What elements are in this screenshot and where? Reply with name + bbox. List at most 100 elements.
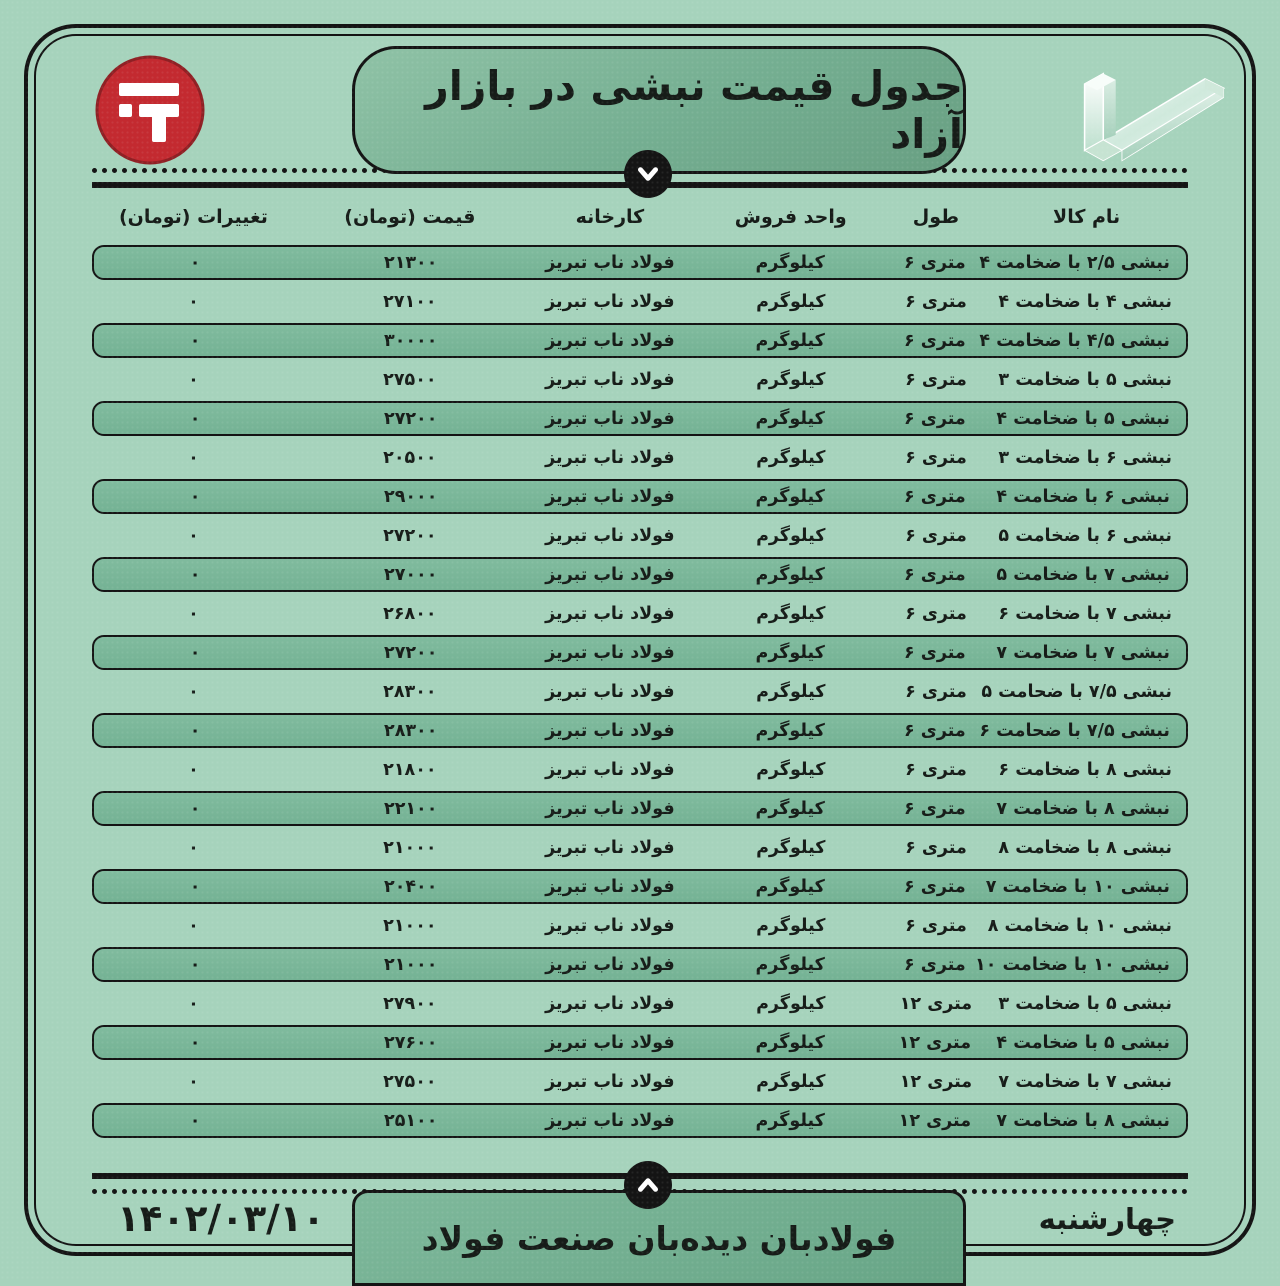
cell-change: ۰ [189,564,201,585]
table-row: نبشی ۶ با ضخامت ۴ متری ۶ کیلوگرم فولاد ن… [92,479,1188,514]
cell-factory: فولاد ناب تبریز [545,1071,675,1092]
cell-price: ۲۷۹۰۰ [383,993,437,1014]
cell-product-name: نبشی ۷/۵ با ضحامت ۶ [979,720,1170,741]
cell-product-name: نبشی ۱۰ با ضخامت ۸ [987,915,1172,936]
table-row: نبشی ۱۰ با ضخامت ۱۰ متری ۶ کیلوگرم فولاد… [92,947,1188,982]
cell-product-name: نبشی ۱۰ با ضخامت ۷ [985,876,1170,897]
cell-price: ۲۲۱۰۰ [384,798,438,819]
fooladban-logo-icon [95,55,205,165]
cell-unit: کیلوگرم [755,720,825,741]
cell-product-name: نبشی ۸ با ضخامت ۷ [996,1110,1170,1131]
cell-change: ۰ [189,1110,201,1131]
cell-product-name: نبشی ۶ با ضخامت ۳ [998,447,1172,468]
cell-unit: کیلوگرم [756,603,826,624]
cell-length: متری ۶ [904,486,966,507]
cell-unit: کیلوگرم [755,1032,825,1053]
cell-product-name: نبشی ۵ با ضخامت ۴ [996,408,1170,429]
table-row: نبشی ۶ با ضخامت ۳ متری ۶ کیلوگرم فولاد ن… [92,438,1188,477]
cell-product-name: نبشی ۸ با ضخامت ۷ [996,798,1170,819]
cell-length: متری ۶ [905,291,967,312]
cell-price: ۲۵۱۰۰ [384,1110,438,1131]
cell-factory: فولاد ناب تبریز [545,603,675,624]
cell-price: ۲۷۲۰۰ [384,642,438,663]
cell-price: ۲۷۱۰۰ [383,291,437,312]
cell-change: ۰ [188,525,199,546]
cell-factory: فولاد ناب تبریز [545,525,675,546]
cell-price: ۲۷۲۰۰ [384,408,438,429]
cell-length: متری ۶ [904,876,966,897]
brand-text: فولادبان دیده‌بان صنعت فولاد [421,1218,897,1258]
cell-length: متری ۱۲ [899,1071,973,1092]
cell-product-name: نبشی ۷ با ضخامت ۷ [996,642,1170,663]
cell-length: متری ۱۲ [898,1110,972,1131]
cell-unit: کیلوگرم [755,408,825,429]
cell-price: ۲۱۸۰۰ [383,759,437,780]
cell-product-name: نبشی ۵ با ضخامت ۳ [998,993,1172,1014]
cell-factory: فولاد ناب تبریز [545,837,675,858]
cell-length: متری ۶ [905,603,967,624]
cell-change: ۰ [188,915,199,936]
cell-factory: فولاد ناب تبریز [545,798,675,819]
cell-product-name: نبشی ۷ با ضخامت ۷ [998,1071,1172,1092]
cell-length: متری ۶ [904,642,966,663]
cell-price: ۲۱۰۰۰ [384,954,438,975]
cell-length: متری ۶ [905,447,967,468]
cell-unit: کیلوگرم [756,837,826,858]
cell-length: متری ۶ [904,330,966,351]
cell-change: ۰ [188,603,199,624]
cell-unit: کیلوگرم [755,564,825,585]
table-row: نبشی ۷ با ضخامت ۶ متری ۶ کیلوگرم فولاد ن… [92,594,1188,633]
cell-factory: فولاد ناب تبریز [545,447,675,468]
cell-factory: فولاد ناب تبریز [545,759,675,780]
header-length: طول [912,205,960,228]
cell-length: متری ۶ [904,252,966,273]
cell-product-name: نبشی ۸ با ضخامت ۸ [998,837,1172,858]
cell-length: متری ۶ [905,681,967,702]
cell-price: ۲۹۰۰۰ [384,486,438,507]
cell-length: متری ۶ [905,369,967,390]
chevron-down-icon [624,150,672,198]
cell-product-name: نبشی ۵ با ضخامت ۳ [998,369,1172,390]
table-row: نبشی ۷ با ضخامت ۵ متری ۶ کیلوگرم فولاد ن… [92,557,1188,592]
cell-factory: فولاد ناب تبریز [545,330,675,351]
cell-factory: فولاد ناب تبریز [545,642,675,663]
cell-change: ۰ [189,954,201,975]
cell-change: ۰ [188,447,199,468]
cell-length: متری ۱۲ [899,993,973,1014]
date-text: ۱۴۰۲/۰۳/۱۰ [117,1197,325,1240]
cell-unit: کیلوگرم [756,291,826,312]
cell-unit: کیلوگرم [755,642,825,663]
cell-price: ۲۶۸۰۰ [383,603,437,624]
steel-angle-profile-icon [1068,28,1234,180]
cell-factory: فولاد ناب تبریز [545,564,675,585]
cell-unit: کیلوگرم [756,759,826,780]
cell-price: ۲۸۳۰۰ [383,681,437,702]
cell-change: ۰ [189,408,201,429]
table-row: نبشی ۵ با ضخامت ۳ متری ۱۲ کیلوگرم فولاد … [92,984,1188,1023]
cell-length: متری ۶ [904,720,966,741]
table-row: نبشی ۸ با ضخامت ۶ متری ۶ کیلوگرم فولاد ن… [92,750,1188,789]
table-row: نبشی ۵ با ضخامت ۳ متری ۶ کیلوگرم فولاد ن… [92,360,1188,399]
cell-factory: فولاد ناب تبریز [545,954,675,975]
cell-price: ۲۸۳۰۰ [384,720,438,741]
cell-factory: فولاد ناب تبریز [545,1032,675,1053]
cell-unit: کیلوگرم [756,915,826,936]
cell-price: ۲۰۴۰۰ [384,876,438,897]
cell-length: متری ۶ [905,915,967,936]
brand-logo [94,54,206,166]
cell-product-name: نبشی ۶ با ضخامت ۴ [996,486,1170,507]
cell-factory: فولاد ناب تبریز [545,993,675,1014]
cell-change: ۰ [189,486,201,507]
cell-length: متری ۶ [905,525,967,546]
cell-product-name: نبشی ۴ با ضخامت ۴ [998,291,1172,312]
cell-change: ۰ [189,642,201,663]
table-row: نبشی ۷ با ضخامت ۷ متری ۶ کیلوگرم فولاد ن… [92,635,1188,670]
cell-factory: فولاد ناب تبریز [545,1110,675,1131]
header-factory: کارخانه [575,205,645,228]
cell-length: متری ۱۲ [898,1032,972,1053]
table-row: نبشی ۲/۵ با ضخامت ۴ متری ۶ کیلوگرم فولاد… [92,245,1188,280]
cell-product-name: نبشی ۴/۵ با ضخامت ۴ [979,330,1170,351]
cell-change: ۰ [189,330,201,351]
cell-change: ۰ [188,837,199,858]
